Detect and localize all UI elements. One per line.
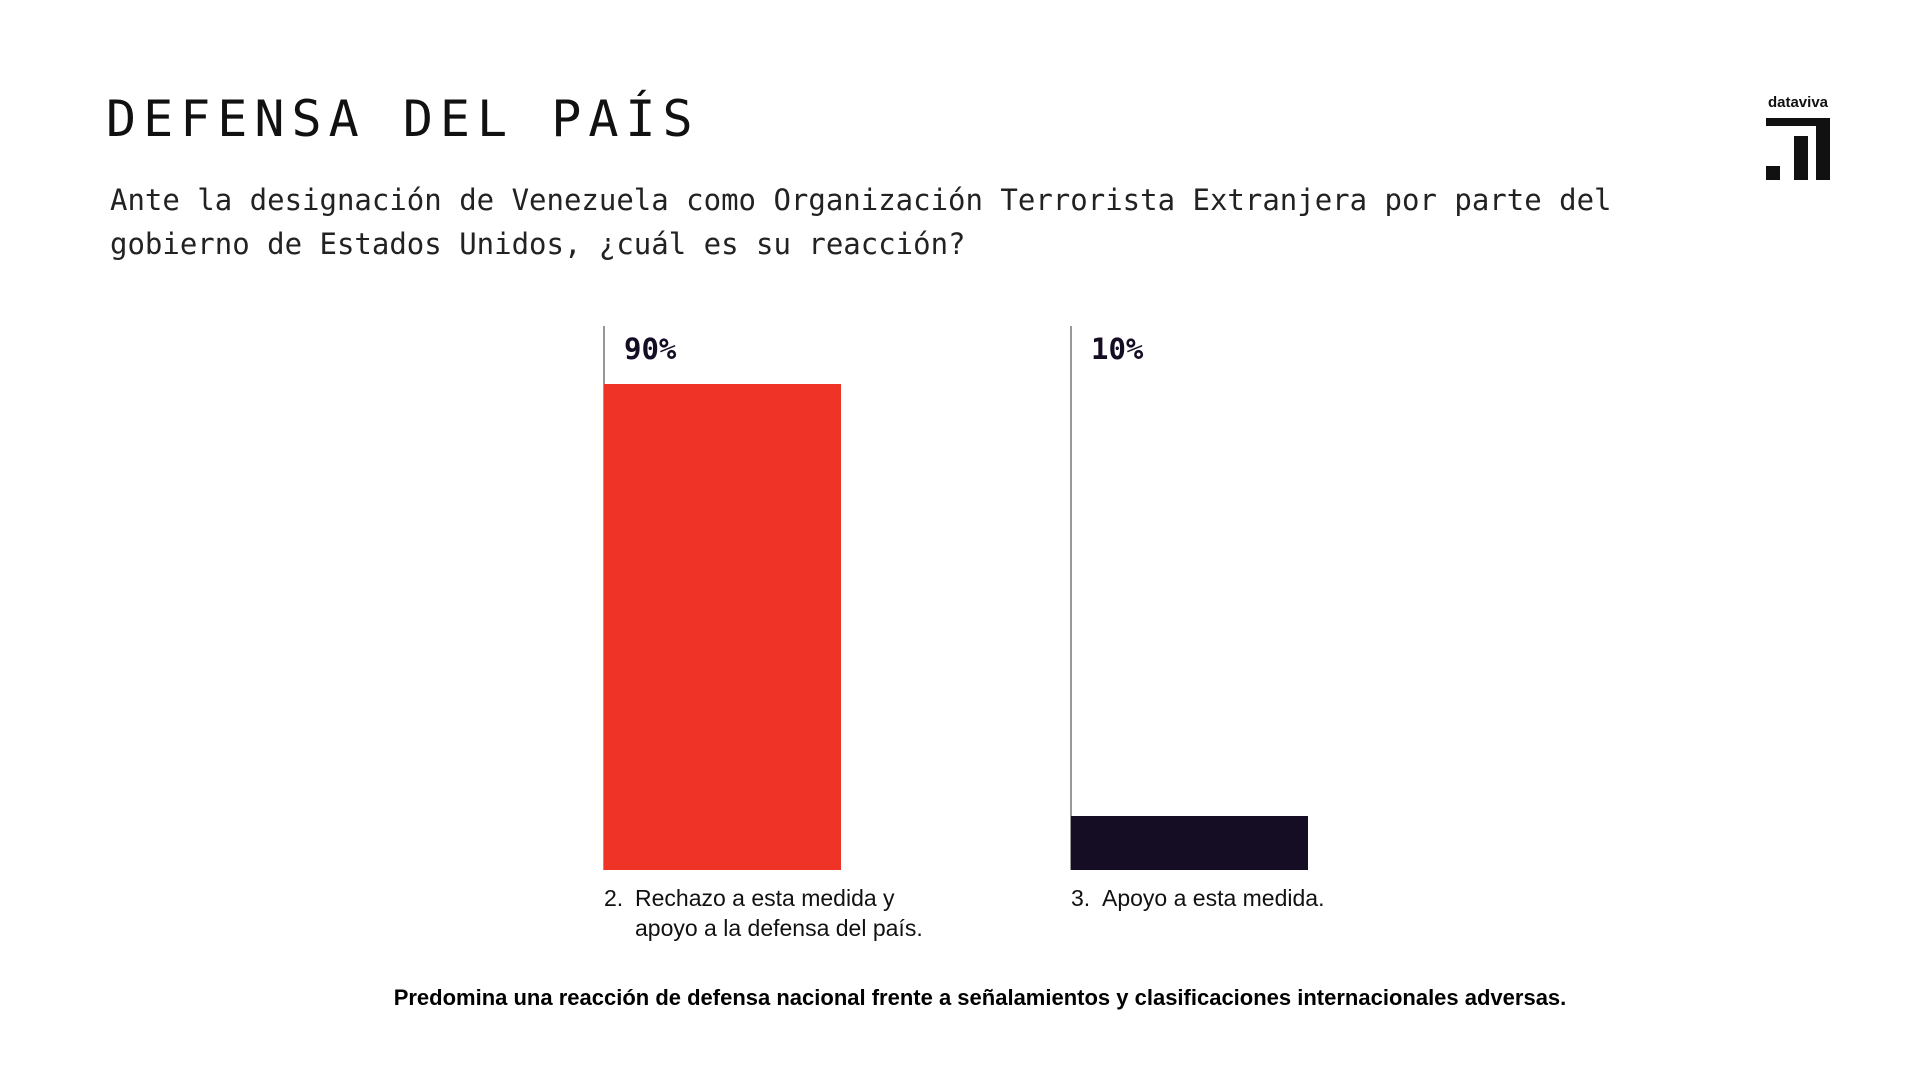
logo-text: dataviva [1767, 94, 1829, 111]
category-number-1: 2. [604, 885, 623, 911]
bar-value-label-1: 90% [624, 332, 677, 366]
category-label-1-line-2: apoyo a la defensa del país. [635, 915, 923, 941]
bar-value-label-2: 10% [1091, 332, 1144, 366]
dataviva-logo-icon [1766, 118, 1830, 180]
footer-note: Predomina una reacción de defensa nacion… [393, 985, 1567, 1010]
page-title: DEFENSA DEL PAÍS [106, 90, 700, 148]
category-label-2-line-1: Apoyo a esta medida. [1102, 885, 1324, 911]
bar-chart: 90% 2. Rechazo a esta medida y apoyo a la d… [603, 326, 1324, 941]
category-number-2: 3. [1071, 885, 1090, 911]
bar-1 [604, 384, 841, 870]
bar-2 [1071, 816, 1308, 870]
dataviva-logo: dataviva [1766, 94, 1830, 184]
category-label-1-line-1: Rechazo a esta medida y [635, 885, 895, 911]
survey-question: Ante la designación de Venezuela como Or… [110, 183, 1612, 261]
